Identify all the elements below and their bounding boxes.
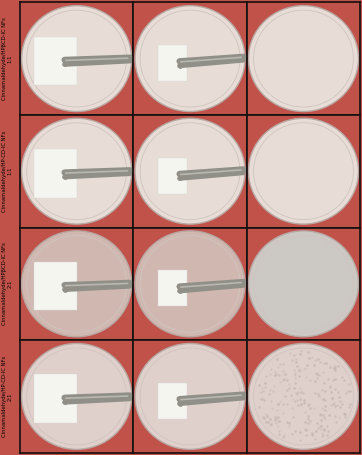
Ellipse shape <box>140 235 240 332</box>
Bar <box>158 158 187 194</box>
Bar <box>34 149 77 197</box>
Ellipse shape <box>27 235 127 332</box>
Text: Cinnamaldehyde/HPβCD-IC NFs
1:1: Cinnamaldehyde/HPβCD-IC NFs 1:1 <box>2 17 13 100</box>
Ellipse shape <box>248 118 358 224</box>
Ellipse shape <box>22 5 132 111</box>
Ellipse shape <box>22 344 132 450</box>
Ellipse shape <box>140 348 240 445</box>
Ellipse shape <box>27 123 127 220</box>
Ellipse shape <box>140 10 240 107</box>
Ellipse shape <box>253 235 353 332</box>
Ellipse shape <box>135 344 245 450</box>
Ellipse shape <box>248 5 358 111</box>
Ellipse shape <box>27 10 127 107</box>
Ellipse shape <box>22 231 132 337</box>
Ellipse shape <box>140 123 240 220</box>
Bar <box>158 270 187 306</box>
Ellipse shape <box>27 348 127 445</box>
Bar <box>158 383 187 419</box>
Bar <box>34 374 77 423</box>
Ellipse shape <box>248 344 358 450</box>
Text: Cinnamaldehyde/HPβCD-IC NFs
2:1: Cinnamaldehyde/HPβCD-IC NFs 2:1 <box>2 243 13 325</box>
Ellipse shape <box>253 10 353 107</box>
Bar <box>34 36 77 85</box>
Ellipse shape <box>248 231 358 337</box>
Ellipse shape <box>135 118 245 224</box>
Ellipse shape <box>135 5 245 111</box>
Bar <box>158 45 187 81</box>
Text: Cinnamaldehyde/HP-CD-IC NFs
1:1: Cinnamaldehyde/HP-CD-IC NFs 1:1 <box>2 131 13 212</box>
Ellipse shape <box>253 123 353 220</box>
Ellipse shape <box>253 348 353 445</box>
Text: Cinnamaldehyde/HP-CD-IC NFs
2:1: Cinnamaldehyde/HP-CD-IC NFs 2:1 <box>2 356 13 437</box>
Bar <box>34 262 77 310</box>
Ellipse shape <box>22 118 132 224</box>
Ellipse shape <box>135 231 245 337</box>
